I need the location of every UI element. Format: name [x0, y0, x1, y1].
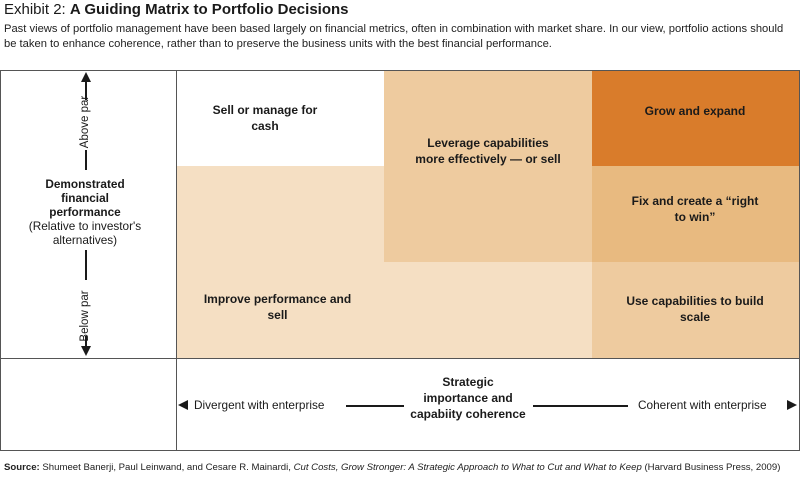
intro-paragraph: Past views of portfolio management have … — [4, 23, 784, 50]
y-axis-title-sub: (Relative to investor's alternatives) — [28, 219, 142, 247]
cell-grow-bg — [592, 71, 799, 166]
y-axis-line-mid-bottom — [85, 250, 87, 280]
source-note: Source: Shumeet Banerji, Paul Leinwand, … — [4, 462, 780, 473]
y-axis-title-main: Demonstrated financial performance — [45, 177, 125, 219]
x-axis-title: Strategic importance and capabiity coher… — [410, 375, 526, 421]
exhibit-title: Exhibit 2: A Guiding Matrix to Portfolio… — [4, 1, 349, 18]
x-label-coherent: Coherent with enterprise — [638, 398, 767, 412]
cell-fix-bg — [592, 166, 799, 262]
y-axis-title: Demonstrated financial performance (Rela… — [10, 177, 160, 247]
cell-leverage-bg — [384, 71, 592, 262]
label-grow: Grow and expand — [644, 104, 746, 118]
y-axis-line-mid-top — [85, 150, 87, 170]
arrow-left-icon — [178, 400, 188, 410]
x-axis-line-left — [346, 405, 404, 407]
exhibit-heading: A Guiding Matrix to Portfolio Decisions — [69, 1, 349, 18]
source-authors: Shumeet Banerji, Paul Leinwand, and Cesa… — [39, 462, 294, 473]
cell-use-capabilities-bg — [592, 262, 799, 358]
label-sell-manage: Sell or manage for cash — [212, 103, 318, 133]
source-label: Source: — [4, 462, 40, 473]
y-axis-divider — [176, 70, 177, 451]
x-axis-divider — [0, 358, 800, 359]
source-book: Cut Costs, Grow Stronger: A Strategic Ap… — [293, 462, 642, 473]
label-use-capabilities: Use capabilities to build scale — [626, 294, 764, 324]
x-label-divergent: Divergent with enterprise — [194, 398, 325, 412]
y-axis-line-bottom — [85, 336, 87, 348]
exhibit-number: Exhibit 2: — [4, 1, 70, 18]
label-fix: Fix and create a “right to win” — [631, 194, 759, 224]
label-improve: Improve performance and sell — [203, 292, 352, 322]
matrix-frame — [0, 70, 800, 451]
x-axis-line-right — [533, 405, 628, 407]
arrow-up-icon — [81, 72, 91, 82]
source-publisher: (Harvard Business Press, 2009) — [641, 462, 781, 473]
label-leverage: Leverage capabilities more effectively —… — [415, 136, 561, 166]
y-label-above-par: Above par — [79, 95, 91, 149]
y-axis-line-top — [85, 80, 87, 100]
arrow-right-icon — [787, 400, 797, 410]
arrow-down-icon — [81, 346, 91, 356]
